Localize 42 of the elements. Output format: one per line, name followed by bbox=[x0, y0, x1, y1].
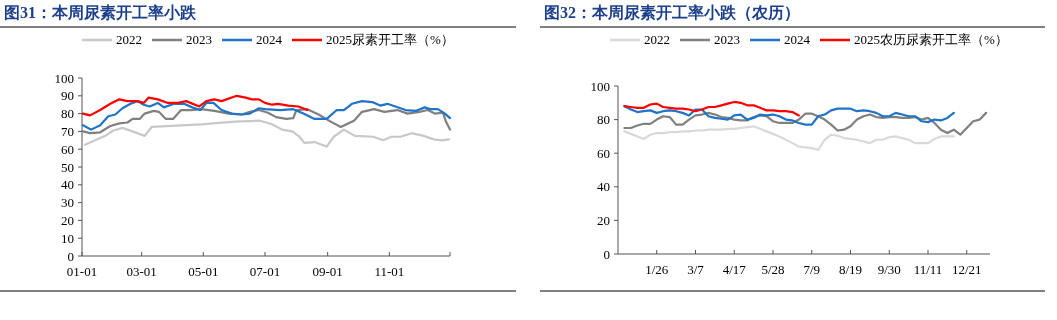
y-tick-label: 40 bbox=[61, 177, 74, 193]
legend-label: 2025尿素开工率（%） bbox=[326, 32, 454, 47]
y-tick-label: 20 bbox=[597, 212, 610, 228]
x-tick-label: 7/9 bbox=[803, 262, 821, 277]
x-tick-label: 12/21 bbox=[951, 262, 982, 277]
x-tick-label: 9/30 bbox=[877, 262, 901, 277]
y-tick-label: 20 bbox=[61, 212, 74, 228]
y-tick-label: 80 bbox=[61, 106, 74, 122]
legend-label: 2022 bbox=[644, 32, 670, 47]
y-tick-label: 60 bbox=[597, 145, 610, 161]
legend-label: 2023 bbox=[186, 32, 212, 47]
legend-label: 2024 bbox=[256, 32, 283, 47]
y-tick-label: 80 bbox=[597, 112, 610, 128]
legend-label: 2022 bbox=[116, 32, 142, 47]
y-tick-label: 30 bbox=[61, 195, 74, 211]
legend-label: 2024 bbox=[784, 32, 811, 47]
x-tick-label: 05-01 bbox=[188, 264, 219, 279]
y-tick-label: 0 bbox=[603, 246, 610, 262]
y-tick-label: 60 bbox=[61, 141, 74, 157]
y-tick-label: 40 bbox=[597, 179, 610, 195]
x-tick-label: 01-01 bbox=[66, 264, 98, 279]
legend-label: 2023 bbox=[714, 32, 740, 47]
y-tick-label: 70 bbox=[61, 123, 74, 139]
x-tick-label: 5/28 bbox=[761, 262, 785, 277]
y-tick-label: 50 bbox=[61, 159, 74, 175]
x-tick-label: 11-01 bbox=[374, 264, 405, 279]
x-tick-label: 09-01 bbox=[312, 264, 343, 279]
y-tick-label: 100 bbox=[590, 78, 610, 94]
x-tick-label: 03-01 bbox=[126, 264, 157, 279]
x-tick-label: 1/26 bbox=[645, 262, 669, 277]
legend-label: 2025农历尿素开工率（%） bbox=[854, 32, 1008, 47]
y-tick-label: 100 bbox=[54, 70, 74, 86]
x-tick-label: 3/7 bbox=[687, 262, 705, 277]
x-tick-label: 07-01 bbox=[249, 264, 281, 279]
y-tick-label: 10 bbox=[61, 230, 74, 246]
y-tick-label: 90 bbox=[61, 88, 74, 104]
chart-title: 图32：本周尿素开工率小跌（农历） bbox=[544, 3, 800, 22]
y-tick-label: 0 bbox=[67, 248, 74, 264]
x-tick-label: 8/19 bbox=[838, 262, 863, 277]
x-tick-label: 4/17 bbox=[722, 262, 747, 277]
x-tick-label: 11/11 bbox=[913, 262, 943, 277]
chart-title: 图31：本周尿素开工率小跌 bbox=[4, 3, 197, 21]
